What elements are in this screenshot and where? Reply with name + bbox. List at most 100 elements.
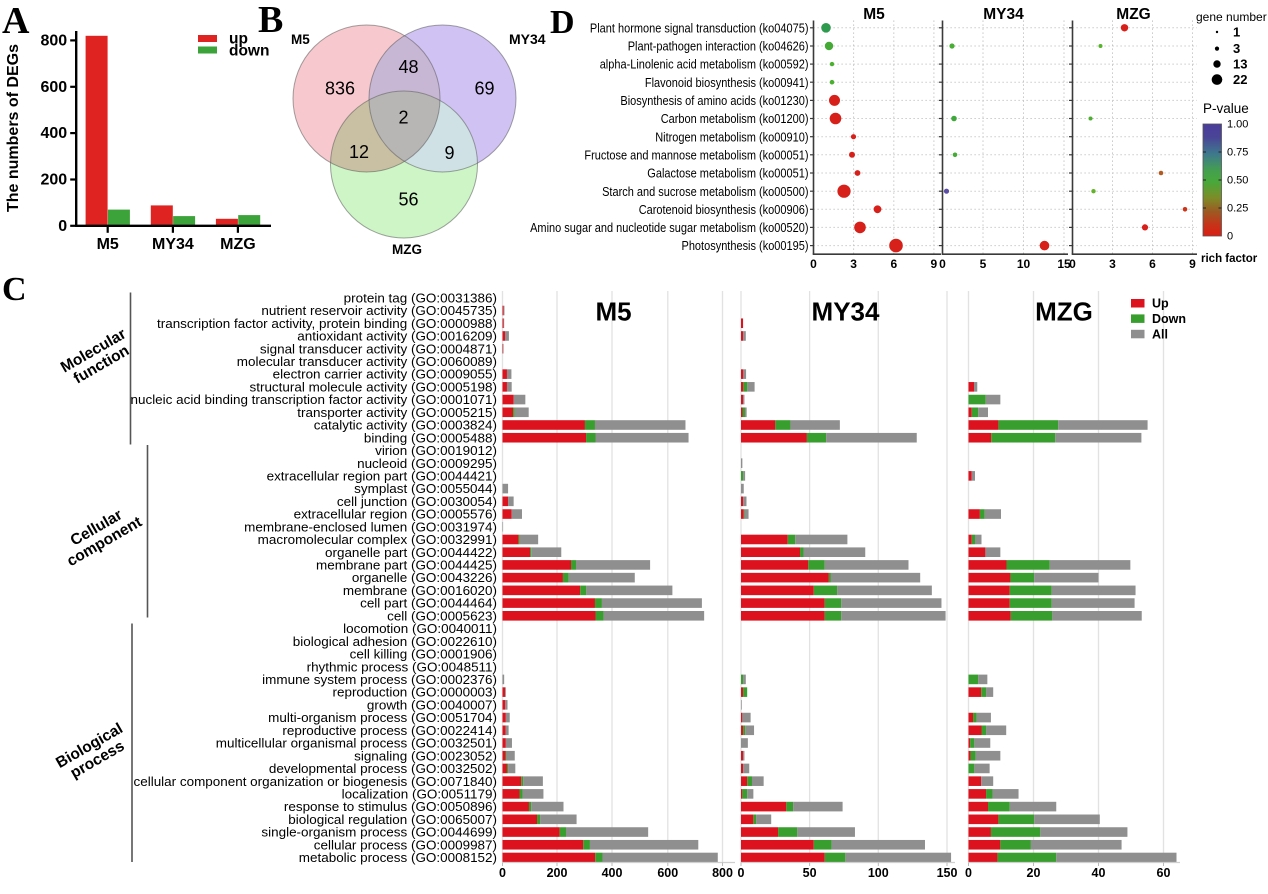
svg-text:Plant-pathogen interaction (ko: Plant-pathogen interaction (ko04626) [628,39,809,54]
svg-text:100: 100 [868,866,889,880]
svg-text:B: B [258,0,283,41]
svg-text:cell (GO:0005623): cell (GO:0005623) [387,608,497,623]
svg-text:Starch and sucrose metabolism: Starch and sucrose metabolism (ko00500) [602,184,808,199]
svg-text:12: 12 [349,142,369,162]
svg-text:D: D [550,4,575,41]
svg-text:antioxidant activity (GO:00162: antioxidant activity (GO:0016209) [297,329,497,344]
svg-text:0: 0 [810,257,817,271]
svg-text:virion (GO:0019012): virion (GO:0019012) [375,443,497,458]
svg-text:800: 800 [712,866,733,880]
svg-text:M5: M5 [595,297,631,327]
svg-text:48: 48 [398,57,418,77]
svg-text:metabolic process (GO:0008152): metabolic process (GO:0008152) [299,850,497,865]
svg-text:400: 400 [40,125,67,142]
svg-text:membrane part (GO:0044425): membrane part (GO:0044425) [316,558,497,573]
svg-text:Amino sugar and nucleotide sug: Amino sugar and nucleotide sugar metabol… [530,220,808,235]
svg-text:0: 0 [1069,257,1076,271]
svg-text:0: 0 [58,218,67,235]
svg-text:rich factor: rich factor [1201,253,1258,265]
svg-text:0.25: 0.25 [1227,203,1248,215]
svg-text:10: 10 [1017,257,1031,271]
svg-text:Biosynthesis of amino acids (k: Biosynthesis of amino acids (ko01230) [620,93,808,108]
svg-text:50: 50 [803,866,817,880]
svg-text:symplast (GO:0055044): symplast (GO:0055044) [354,481,497,496]
svg-text:6: 6 [890,257,897,271]
svg-text:reproduction (GO:0000003): reproduction (GO:0000003) [333,685,498,700]
svg-text:locomotion (GO:0040011): locomotion (GO:0040011) [343,621,497,636]
svg-text:0: 0 [738,866,745,880]
svg-text:3: 3 [1233,41,1240,56]
svg-text:3: 3 [1109,257,1116,271]
svg-text:organelle part (GO:0044422): organelle part (GO:0044422) [325,545,497,560]
svg-text:organelle (GO:0043226): organelle (GO:0043226) [352,570,497,585]
svg-text:MZG: MZG [1116,6,1150,23]
svg-text:150: 150 [937,866,958,880]
svg-text:Carotenoid biosynthesis (ko009: Carotenoid biosynthesis (ko00906) [639,202,809,217]
svg-text:MZG: MZG [220,236,256,253]
svg-text:nucleic acid binding transcrip: nucleic acid binding transcription facto… [131,392,498,407]
svg-text:binding (GO:0005488): binding (GO:0005488) [364,430,497,445]
svg-text:nutrient reservoir activity (G: nutrient reservoir activity (GO:0045735) [261,303,497,318]
svg-text:3: 3 [850,257,857,271]
svg-text:Carbon metabolism (ko01200): Carbon metabolism (ko01200) [661,111,809,126]
svg-text:1.00: 1.00 [1227,119,1248,131]
svg-text:P-value: P-value [1203,101,1249,116]
svg-text:transcription factor activity,: transcription factor activity, protein b… [157,316,497,331]
svg-text:MY34: MY34 [983,6,1024,23]
svg-text:200: 200 [547,866,568,880]
svg-text:electron carrier activity (GO:: electron carrier activity (GO:0009055) [273,367,497,382]
svg-text:up: up [229,31,248,48]
svg-text:molecular transducer activity: molecular transducer activity (GO:006008… [237,354,497,369]
svg-text:600: 600 [40,79,67,96]
svg-text:836: 836 [325,79,355,99]
svg-text:2: 2 [398,108,408,128]
svg-text:biological adhesion (GO:002261: biological adhesion (GO:0022610) [293,634,497,649]
svg-text:gene number: gene number [1196,10,1267,24]
svg-text:down: down [229,43,269,60]
svg-text:56: 56 [398,190,418,210]
svg-text:cell part (GO:0044464): cell part (GO:0044464) [360,596,497,611]
svg-text:structural molecule activity (: structural molecule activity (GO:0005198… [250,379,498,394]
svg-text:200: 200 [40,172,67,189]
svg-text:response to stimulus (GO:00508: response to stimulus (GO:0050896) [284,799,497,814]
svg-text:membrane (GO:0016020): membrane (GO:0016020) [343,583,497,598]
svg-text:MY34: MY34 [509,31,546,47]
svg-text:reproductive process (GO:00224: reproductive process (GO:0022414) [282,723,497,738]
svg-text:cellular component organizatio: cellular component organization or bioge… [134,774,498,789]
svg-text:multicellular organismal proce: multicellular organismal process (GO:003… [216,736,497,751]
svg-text:A: A [2,0,30,42]
svg-text:5: 5 [980,257,987,271]
svg-text:15: 15 [1057,257,1071,271]
svg-text:cell killing (GO:0001906): cell killing (GO:0001906) [350,647,497,662]
svg-text:MY34: MY34 [152,236,194,253]
svg-text:All: All [1152,327,1168,341]
svg-text:0: 0 [499,866,506,880]
svg-text:M5: M5 [863,6,885,23]
svg-text:M5: M5 [291,32,310,47]
svg-text:extracellular region (GO:00055: extracellular region (GO:0005576) [294,507,497,522]
svg-text:13: 13 [1233,57,1247,72]
svg-text:Galactose metabolism (ko00051): Galactose metabolism (ko00051) [647,166,808,181]
svg-text:Down: Down [1152,312,1186,326]
svg-text:600: 600 [657,866,678,880]
svg-text:0: 0 [965,866,972,880]
svg-text:9: 9 [1189,257,1196,271]
svg-text:9: 9 [931,257,938,271]
svg-text:immune system process (GO:0002: immune system process (GO:0002376) [262,672,497,687]
svg-text:9: 9 [444,143,454,163]
svg-text:macromolecular complex (GO:003: macromolecular complex (GO:0032991) [258,532,497,547]
svg-text:40: 40 [1092,866,1106,880]
svg-text:Plant hormone signal transduct: Plant hormone signal transduction (ko040… [590,20,809,35]
svg-text:The numbers of DEGs: The numbers of DEGs [5,44,22,212]
svg-text:0: 0 [1227,231,1233,243]
svg-text:MZG: MZG [392,242,422,257]
svg-text:69: 69 [474,79,494,99]
svg-text:biological regulation (GO:0065: biological regulation (GO:0065007) [288,812,497,827]
svg-text:0.50: 0.50 [1227,175,1248,187]
svg-text:0.75: 0.75 [1227,147,1248,159]
svg-text:cellular process (GO:0009987): cellular process (GO:0009987) [314,837,497,852]
svg-text:single-organism process (GO:00: single-organism process (GO:0044699) [261,825,497,840]
svg-text:catalytic activity (GO:0003824: catalytic activity (GO:0003824) [314,418,497,433]
svg-text:MY34: MY34 [812,297,880,327]
svg-text:nucleoid (GO:0009295): nucleoid (GO:0009295) [357,456,497,471]
